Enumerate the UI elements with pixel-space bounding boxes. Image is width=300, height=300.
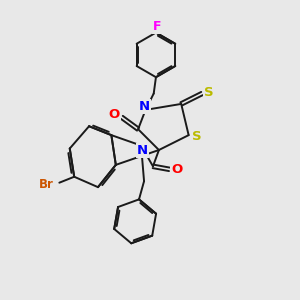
- Text: F: F: [153, 20, 162, 33]
- Text: O: O: [109, 108, 120, 121]
- Text: N: N: [137, 144, 148, 158]
- Text: S: S: [204, 85, 213, 98]
- Text: N: N: [139, 100, 150, 113]
- Text: Br: Br: [38, 178, 53, 191]
- Text: S: S: [192, 130, 202, 143]
- Text: O: O: [171, 163, 182, 176]
